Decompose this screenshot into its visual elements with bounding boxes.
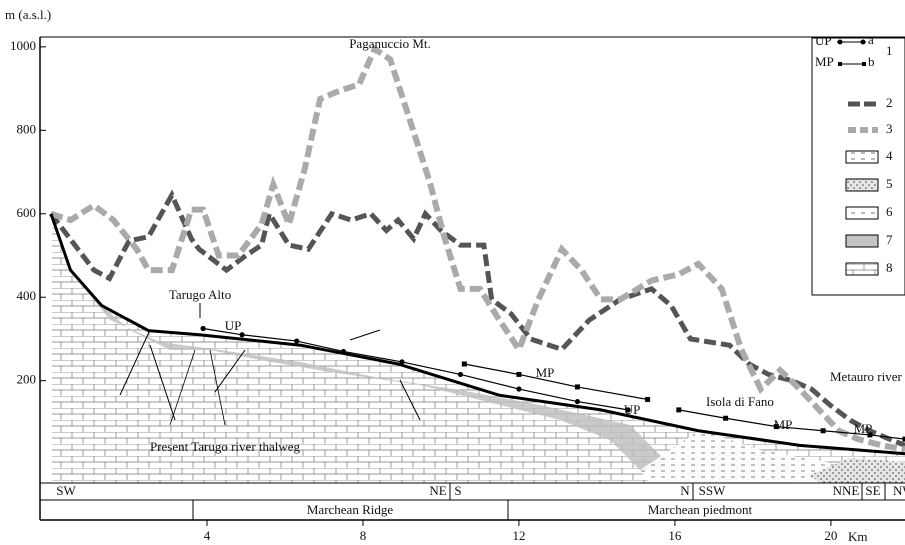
legend-label: b: [868, 54, 875, 69]
zone-label: Marchean piedmont: [648, 502, 753, 517]
annotation: Isola di Fano: [706, 394, 774, 409]
legend-number: 3: [886, 121, 893, 136]
point: [200, 326, 205, 331]
direction-label: NNE: [833, 483, 860, 498]
direction-label: S: [454, 483, 461, 498]
zone-label: Marchean Ridge: [307, 502, 394, 517]
legend-number: 6: [886, 204, 893, 219]
x-tick-label: 8: [360, 528, 367, 543]
y-tick-label: 800: [17, 121, 37, 136]
direction-label: SW: [56, 483, 76, 498]
point: [516, 372, 521, 377]
annotation: MP: [536, 365, 555, 380]
chart: m (a.s.l.) 200400600800100048121620KmPag…: [0, 0, 905, 545]
annotation: UP: [624, 402, 641, 417]
point: [399, 359, 404, 364]
point: [516, 386, 521, 391]
legend-label: a: [868, 32, 874, 47]
point: [645, 397, 650, 402]
page: {"chart_data": { "type": "line", "y_labe…: [0, 0, 905, 545]
point: [821, 428, 826, 433]
point: [676, 407, 681, 412]
direction-label: N: [680, 483, 690, 498]
point: [458, 372, 463, 377]
annotation: MP: [854, 421, 873, 436]
point: [462, 361, 467, 366]
legend-label: UP: [815, 33, 832, 48]
y-tick-label: 1000: [10, 38, 36, 53]
point: [294, 338, 299, 343]
annotation: MP: [774, 417, 793, 432]
annotation: Present Tarugo river thalweg: [150, 439, 301, 454]
direction-label: NE: [429, 483, 446, 498]
annotation: Metauro river: [830, 369, 903, 384]
y-tick-label: 200: [17, 372, 37, 387]
x-tick-label: 16: [668, 528, 682, 543]
y-tick-label: 600: [17, 205, 37, 220]
annotation: Tarugo Alto: [169, 287, 231, 302]
y-tick-label: 400: [17, 288, 37, 303]
y-axis-label: m (a.s.l.): [5, 7, 51, 22]
x-unit: Km: [848, 529, 868, 544]
point: [341, 349, 346, 354]
x-tick-label: 12: [512, 528, 525, 543]
legend: [812, 38, 905, 295]
annotation: UP: [225, 318, 242, 333]
direction-label: NW: [893, 483, 905, 498]
legend-number: 7: [886, 232, 893, 247]
x-tick-label: 4: [204, 528, 211, 543]
legend-number: 5: [886, 176, 893, 191]
x-tick-label: 20: [824, 528, 837, 543]
legend-number: 8: [886, 260, 893, 275]
point: [723, 416, 728, 421]
legend-number: 4: [886, 148, 893, 163]
direction-label: SE: [865, 483, 880, 498]
legend-label: MP: [815, 54, 834, 69]
legend-number: 1: [886, 43, 893, 58]
legend-number: 2: [886, 95, 893, 110]
point: [575, 399, 580, 404]
point: [575, 384, 580, 389]
annotation: Paganuccio Mt.: [349, 36, 431, 51]
direction-label: SSW: [699, 483, 726, 498]
